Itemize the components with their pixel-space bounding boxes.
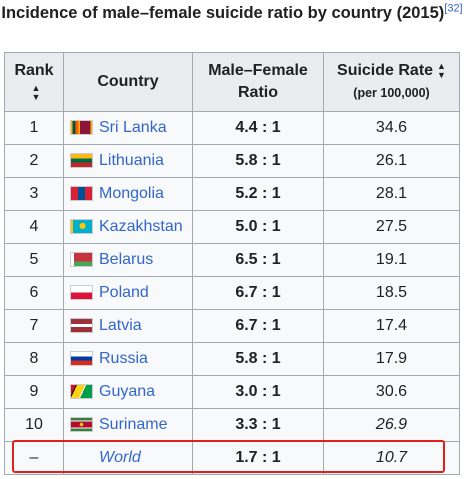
ratio-cell: 5.2 : 1 (192, 177, 324, 211)
rate-cell: 17.4 (323, 309, 460, 343)
table-row: 2 Lithuania 5.8 : 1 26.1 (4, 144, 460, 178)
rate-cell: 27.5 (323, 210, 460, 244)
rank-cell: 6 (4, 276, 64, 310)
rank-cell: 3 (4, 177, 64, 211)
kazakhstan-flag-icon (70, 219, 93, 235)
ratio-cell: 6.5 : 1 (192, 243, 324, 277)
country-link[interactable]: Russia (99, 350, 148, 367)
caption-text: Incidence of male–female suicide ratio b… (1, 4, 445, 22)
lithuania-flag-icon (70, 153, 93, 169)
country-link[interactable]: Guyana (99, 383, 156, 400)
rank-cell: 10 (4, 408, 64, 442)
rank-header[interactable]: Rank▲ ▼ (4, 52, 64, 112)
country-link[interactable]: Mongolia (99, 185, 164, 202)
rate-cell: 34.6 (323, 111, 460, 145)
country-link[interactable]: Belarus (99, 251, 154, 268)
rank-cell: 2 (4, 144, 64, 178)
ratio-cell: 5.8 : 1 (192, 342, 324, 376)
rate-cell: 17.9 (323, 342, 460, 376)
country-cell: Mongolia (63, 177, 193, 211)
country-link[interactable]: Lithuania (99, 152, 164, 169)
country-header[interactable]: Country (63, 52, 193, 112)
table-row: 9 Guyana 3.0 : 1 30.6 (4, 375, 460, 409)
suicide-ratio-table: Rank▲ ▼ Country Male–Female Ratio Suicide … (4, 52, 460, 475)
country-cell: Latvia (63, 309, 193, 343)
rank-cell: 5 (4, 243, 64, 277)
table-row: 10 Suriname 3.3 : 1 26.9 (4, 408, 460, 442)
rate-cell: 28.1 (323, 177, 460, 211)
country-cell: Poland (63, 276, 193, 310)
country-cell: Guyana (63, 375, 193, 409)
rate-cell: 30.6 (323, 375, 460, 409)
rate-cell: 19.1 (323, 243, 460, 277)
ratio-cell: 5.8 : 1 (192, 144, 324, 178)
rank-cell: 4 (4, 210, 64, 244)
rate-cell: 18.5 (323, 276, 460, 310)
country-link[interactable]: Kazakhstan (99, 218, 183, 235)
table-row: 4 Kazakhstan 5.0 : 1 27.5 (4, 210, 460, 244)
table-caption: Incidence of male–female suicide ratio b… (0, 0, 464, 24)
table-row: 3 Mongolia 5.2 : 1 28.1 (4, 177, 460, 211)
table-row: 5 Belarus 6.5 : 1 19.1 (4, 243, 460, 277)
russia-flag-icon (70, 351, 93, 367)
rate-cell: 26.9 (323, 408, 460, 442)
country-cell: World (63, 441, 193, 475)
mongolia-flag-icon (70, 186, 93, 202)
guyana-flag-icon (70, 384, 93, 400)
rank-cell: – (4, 441, 64, 475)
rank-cell: 9 (4, 375, 64, 409)
country-link[interactable]: World (99, 449, 141, 466)
ratio-cell: 3.0 : 1 (192, 375, 324, 409)
country-cell: Suriname (63, 408, 193, 442)
rank-cell: 1 (4, 111, 64, 145)
table-row: 1 Sri Lanka 4.4 : 1 34.6 (4, 111, 460, 145)
country-link[interactable]: Suriname (99, 416, 168, 433)
rate-cell: 26.1 (323, 144, 460, 178)
rate-cell: 10.7 (323, 441, 460, 475)
country-cell: Belarus (63, 243, 193, 277)
ratio-cell: 1.7 : 1 (192, 441, 324, 475)
country-cell: Lithuania (63, 144, 193, 178)
sort-arrows-icon[interactable]: ▲ ▼ (31, 82, 41, 102)
ratio-cell: 4.4 : 1 (192, 111, 324, 145)
sort-arrows-icon[interactable]: ▲ ▼ (437, 60, 446, 80)
table-row: – World 1.7 : 1 10.7 (4, 441, 460, 475)
table-row: 8 Russia 5.8 : 1 17.9 (4, 342, 460, 376)
ratio-cell: 6.7 : 1 (192, 276, 324, 310)
ratio-cell: 6.7 : 1 (192, 309, 324, 343)
sri-lanka-flag-icon (70, 120, 93, 136)
rate-header[interactable]: Suicide Rate ▲ ▼ (per 100,000) (323, 52, 460, 112)
table-row: 6 Poland 6.7 : 1 18.5 (4, 276, 460, 310)
caption-reference-link[interactable]: [32] (444, 2, 463, 15)
country-cell: Kazakhstan (63, 210, 193, 244)
ratio-cell: 5.0 : 1 (192, 210, 324, 244)
poland-flag-icon (70, 285, 93, 301)
header-row: Rank▲ ▼ Country Male–Female Ratio Suicide … (4, 52, 460, 112)
country-cell: Sri Lanka (63, 111, 193, 145)
ratio-header[interactable]: Male–Female Ratio (192, 52, 324, 112)
country-link[interactable]: Sri Lanka (99, 119, 167, 136)
belarus-flag-icon (70, 252, 93, 268)
country-link[interactable]: Poland (99, 284, 149, 301)
latvia-flag-icon (70, 318, 93, 334)
rank-cell: 8 (4, 342, 64, 376)
ratio-cell: 3.3 : 1 (192, 408, 324, 442)
rank-cell: 7 (4, 309, 64, 343)
suriname-flag-icon (70, 417, 93, 433)
table-row: 7 Latvia 6.7 : 1 17.4 (4, 309, 460, 343)
country-link[interactable]: Latvia (99, 317, 142, 334)
country-cell: Russia (63, 342, 193, 376)
